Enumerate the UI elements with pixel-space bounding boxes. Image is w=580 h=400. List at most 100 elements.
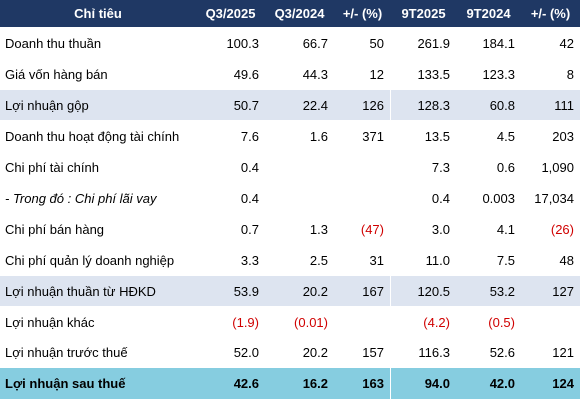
table-cell: 184.1	[482, 35, 515, 51]
table-row: - Trong đó : Chi phí lãi vay 0.4 0.4 0.003 1…	[0, 183, 580, 214]
table-cell: 20.2	[302, 283, 328, 299]
table-cell: 123.3	[482, 66, 515, 82]
table-cell: 157	[334, 338, 391, 367]
table-cell: 42	[559, 35, 574, 51]
table-cell: 0.4	[240, 190, 259, 206]
table-cell: 13.5	[424, 128, 450, 144]
row-label: Doanh thu hoạt động tài chính	[5, 128, 180, 144]
table-cell: 120.5	[417, 283, 450, 299]
table-cell: 121	[552, 345, 574, 360]
table-cell: 4.5	[496, 128, 515, 144]
table-cell: 52.0	[233, 345, 259, 360]
row-label: Lợi nhuận trước thuế	[5, 345, 128, 360]
table-cell: 1,090	[541, 159, 574, 175]
table-row: Lợi nhuận thuần từ HĐKD 53.9 20.2 167 120.5 5…	[0, 276, 580, 307]
table-cell: 94.0	[424, 376, 450, 391]
table-cell: 42.6	[233, 376, 259, 391]
row-label: Chi phí bán hàng	[5, 221, 105, 237]
table-header-row: Chỉ tiêu Q3/2025 Q3/2024 +/- (%) 9T2025 …	[0, 0, 580, 28]
row-label: Doanh thu thuần	[5, 35, 102, 51]
table-cell: 66.7	[302, 35, 328, 51]
table-cell	[265, 152, 334, 182]
table-row: Lợi nhuận sau thuế 42.6 16.2 163 94.0 42.0 124	[0, 368, 580, 400]
table-cell	[334, 307, 391, 337]
row-label: - Trong đó : Chi phí lãi vay	[5, 190, 157, 206]
table-cell: 50.7	[233, 97, 259, 113]
table-cell: 49.6	[233, 66, 259, 82]
table-cell: 261.9	[417, 35, 450, 51]
table-cell: 203	[552, 128, 574, 144]
row-label: Chi phí tài chính	[5, 159, 99, 175]
table-cell: (1.9)	[232, 314, 259, 330]
row-label: Giá vốn hàng bán	[5, 66, 108, 82]
table-cell: 53.2	[489, 283, 515, 299]
table-cell: 11.0	[425, 252, 450, 268]
header-9t2025: 9T2025	[401, 6, 446, 21]
table-row: Giá vốn hàng bán 49.6 44.3 12 133.5 123.3 8	[0, 59, 580, 90]
table-cell: 2.5	[309, 252, 328, 268]
table-row: Chi phí bán hàng 0.7 1.3 (47) 3.0 4.1 (26)	[0, 214, 580, 245]
table-cell: 7.5	[496, 252, 515, 268]
table-cell: (26)	[550, 221, 574, 237]
table-cell: 163	[334, 368, 391, 399]
table-cell: 8	[566, 66, 574, 82]
table-row: Lợi nhuận gộp 50.7 22.4 126 128.3 60.8 111	[0, 90, 580, 121]
table-cell: 44.3	[302, 66, 328, 82]
table-cell: 22.4	[302, 97, 328, 113]
table-cell: 7.6	[240, 128, 259, 144]
table-cell: 53.9	[233, 283, 259, 299]
table-cell: 48	[559, 252, 574, 268]
row-label: Lợi nhuận thuần từ HĐKD	[5, 283, 156, 299]
table-cell: (0.01)	[294, 314, 328, 330]
table-row: Lợi nhuận trước thuế 52.0 20.2 157 116.3 52.6…	[0, 338, 580, 368]
table-cell	[265, 183, 334, 213]
table-cell: 7.3	[431, 159, 450, 175]
header-q-change: +/- (%)	[342, 6, 383, 21]
table-cell: 3.3	[240, 252, 259, 268]
table-cell: 371	[334, 121, 391, 151]
table-cell: 1.6	[309, 128, 328, 144]
table-row: Chi phí quản lý doanh nghiệp 3.3 2.5 31 11.0…	[0, 245, 580, 276]
table-cell: 111	[554, 97, 574, 113]
table-cell: 20.2	[302, 345, 328, 360]
table-row: Lợi nhuận khác (1.9) (0.01) (4.2) (0.5)	[0, 307, 580, 338]
row-label: Chi phí quản lý doanh nghiệp	[5, 252, 175, 268]
table-cell: 3.0	[431, 221, 450, 237]
table-cell: 100.3	[226, 35, 259, 51]
table-row: Doanh thu thuần 100.3 66.7 50 261.9 184.1 42	[0, 28, 580, 59]
row-label: Lợi nhuận sau thuế	[5, 376, 126, 391]
table-cell	[334, 152, 391, 182]
table-cell: 31	[334, 245, 391, 275]
table-row: Chi phí tài chính 0.4 7.3 0.6 1,090	[0, 152, 580, 183]
header-q3-2025: Q3/2025	[205, 6, 256, 21]
header-9t2024: 9T2024	[466, 6, 511, 21]
table-cell: 60.8	[489, 97, 515, 113]
table-cell: 42.0	[489, 376, 515, 391]
table-cell	[334, 183, 391, 213]
table-row: Doanh thu hoạt động tài chính 7.6 1.6 371 13…	[0, 121, 580, 152]
table-cell: 52.6	[489, 345, 515, 360]
table-cell: 1.3	[309, 221, 328, 237]
header-indicator: Chỉ tiêu	[74, 6, 122, 21]
table-cell: 0.6	[496, 159, 515, 175]
table-cell: 0.7	[240, 221, 259, 237]
table-cell: 4.1	[496, 221, 515, 237]
row-label: Lợi nhuận khác	[5, 314, 95, 330]
row-label: Lợi nhuận gộp	[5, 97, 89, 113]
table-cell: 128.3	[417, 97, 450, 113]
table-cell: (0.5)	[488, 314, 515, 330]
table-cell: 0.4	[431, 190, 450, 206]
table-cell: 12	[334, 59, 391, 89]
table-cell: 127	[552, 283, 574, 299]
table-cell: 0.4	[240, 159, 259, 175]
table-cell: 50	[334, 28, 391, 58]
table-cell: 133.5	[417, 66, 450, 82]
table-cell: 116.3	[418, 345, 450, 360]
table-cell: 167	[334, 276, 391, 306]
table-cell: 16.2	[302, 376, 328, 391]
table-cell: 17,034	[534, 190, 574, 206]
table-cell	[521, 307, 580, 337]
header-q3-2024: Q3/2024	[274, 6, 325, 21]
header-9t-change: +/- (%)	[530, 6, 571, 21]
